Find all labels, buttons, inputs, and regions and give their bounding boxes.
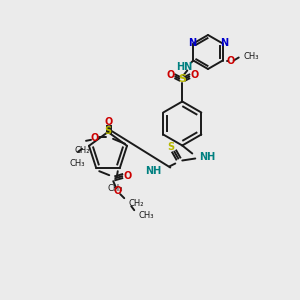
Text: CH₃: CH₃ [138, 211, 154, 220]
Text: O: O [166, 70, 174, 80]
Text: O: O [190, 70, 198, 80]
Text: O: O [123, 171, 131, 181]
Text: CH₂: CH₂ [128, 199, 144, 208]
Text: O: O [113, 186, 122, 196]
Text: CH₃: CH₃ [244, 52, 259, 61]
Text: CH₃: CH₃ [69, 159, 85, 168]
Text: CH₃: CH₃ [107, 184, 122, 193]
Text: O: O [91, 133, 99, 143]
Text: N: N [188, 38, 196, 49]
Text: CH₂: CH₂ [74, 146, 90, 155]
Text: N: N [220, 38, 228, 49]
Text: NH: NH [145, 167, 161, 176]
Text: O: O [105, 117, 113, 127]
Text: O: O [226, 56, 235, 65]
Text: NH: NH [199, 152, 215, 163]
Text: S: S [178, 74, 186, 85]
Text: S: S [104, 126, 112, 136]
Text: HN: HN [176, 62, 192, 73]
Text: S: S [168, 142, 175, 152]
